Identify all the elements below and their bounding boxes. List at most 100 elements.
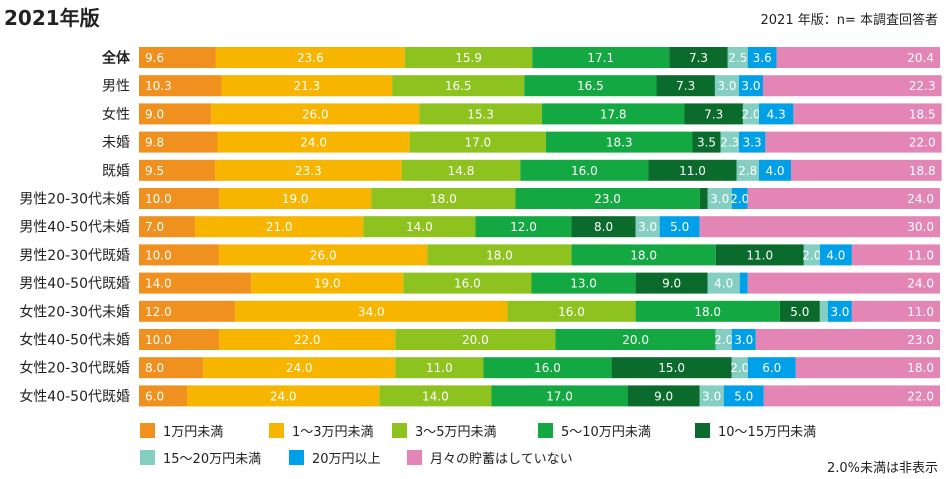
value-label: 21.3 xyxy=(293,79,320,93)
value-label: 23.0 xyxy=(907,333,934,347)
category-label: 男性20-30代既婚 xyxy=(19,248,130,264)
bar-segment xyxy=(762,75,942,97)
bar-segment xyxy=(409,131,546,153)
value-label: 18.5 xyxy=(909,107,936,121)
legend-item: 20万円以上 xyxy=(289,448,381,467)
bar-segment xyxy=(555,329,716,350)
value-label: 14.8 xyxy=(448,164,475,178)
bar-segment xyxy=(684,103,743,125)
legend-item: 1万円未満 xyxy=(140,421,223,440)
legend-item: 15〜20万円未満 xyxy=(140,448,261,467)
bar-segment xyxy=(545,131,693,153)
bar-segment xyxy=(635,272,708,294)
bar-segment xyxy=(215,47,405,68)
value-label: 11.0 xyxy=(679,164,706,178)
value-label: 4.0 xyxy=(765,164,784,178)
bar-segment xyxy=(699,216,940,238)
bar-segment xyxy=(541,103,685,125)
value-label: 16.0 xyxy=(558,305,585,319)
value-label: 15.0 xyxy=(658,361,685,375)
bar-segment xyxy=(520,159,649,181)
bar-segment xyxy=(395,357,484,379)
value-label: 22.3 xyxy=(909,79,936,93)
legend-item: 5〜10万円未満 xyxy=(538,421,651,440)
footnote: 2.0%未満は非表示 xyxy=(826,461,938,476)
value-label: 6.0 xyxy=(762,361,781,375)
value-label: 17.0 xyxy=(464,136,491,150)
value-label: 13.0 xyxy=(570,277,597,291)
value-label: 2.0 xyxy=(730,361,749,375)
legend-label: 20万円以上 xyxy=(312,452,381,467)
bar-segment xyxy=(571,244,716,266)
bar-segment xyxy=(139,75,222,97)
value-label: 24.0 xyxy=(907,277,934,291)
category-label: 男性40-50代既婚 xyxy=(19,276,130,292)
legend-label: 月々の貯蓄はしていない xyxy=(430,452,573,467)
value-label: 17.0 xyxy=(546,389,573,403)
bar-segment xyxy=(827,300,852,322)
bar-segment xyxy=(139,244,220,266)
bar-segment xyxy=(776,47,940,68)
value-label: 16.0 xyxy=(534,361,561,375)
value-label: 15.3 xyxy=(467,107,494,121)
value-label: 4.3 xyxy=(767,107,786,121)
legend-swatch xyxy=(140,423,155,438)
value-label: 34.0 xyxy=(358,305,385,319)
value-label: 3.0 xyxy=(702,389,721,403)
bar-segment xyxy=(715,244,804,266)
category-label: 女性20-30代未婚 xyxy=(19,303,130,320)
bar-segment xyxy=(363,216,476,238)
bar-segment xyxy=(742,103,759,125)
value-label: 10.0 xyxy=(145,192,172,206)
category-label: 女性40-50代既婚 xyxy=(19,388,130,405)
bar-segment xyxy=(475,216,572,238)
sample-note: 2021 年版：n= 本調査回答者 xyxy=(760,13,938,28)
legend-label: 1〜3万円未満 xyxy=(292,425,374,440)
bar-segment xyxy=(656,75,715,97)
value-label: 3.0 xyxy=(830,305,849,319)
bar-segment xyxy=(819,300,828,322)
bar-segment xyxy=(727,47,748,68)
value-label: 7.3 xyxy=(704,107,723,121)
value-label: 9.0 xyxy=(654,389,673,403)
legend-swatch xyxy=(407,450,422,465)
value-label: 2.8 xyxy=(738,164,757,178)
bar-segment xyxy=(139,385,188,407)
bar-segment xyxy=(707,272,740,294)
bar-segment xyxy=(851,244,940,266)
bar-segment xyxy=(392,75,525,97)
bar-segment xyxy=(139,300,236,322)
value-label: 10.0 xyxy=(145,248,172,262)
value-label: 23.0 xyxy=(594,192,621,206)
bar-segment xyxy=(731,357,748,379)
bar-segment xyxy=(235,300,508,322)
value-label: 3.0 xyxy=(717,79,736,93)
value-label: 11.0 xyxy=(907,248,934,262)
bar-segment xyxy=(669,47,728,68)
value-label: 9.8 xyxy=(145,136,164,150)
category-label: 全体 xyxy=(101,50,131,67)
value-label: 18.0 xyxy=(694,305,721,319)
bar-segment xyxy=(221,75,393,97)
category-label: 女性 xyxy=(102,106,130,123)
bar-segment xyxy=(763,385,940,407)
value-label: 11.0 xyxy=(907,305,934,319)
bar-segment xyxy=(195,216,364,238)
bar-segment xyxy=(779,300,820,322)
bar-segment xyxy=(404,47,533,68)
value-label: 17.8 xyxy=(600,107,627,121)
value-label: 10.3 xyxy=(145,79,172,93)
bar-segment xyxy=(139,216,196,238)
bar-segment xyxy=(217,131,410,153)
bar-segment xyxy=(659,216,700,238)
bar-segment xyxy=(699,385,724,407)
bar-segment xyxy=(139,329,220,350)
value-label: 24.0 xyxy=(270,389,297,403)
bar-segment xyxy=(483,357,612,379)
bar-segment xyxy=(723,385,764,407)
value-label: 16.5 xyxy=(577,79,604,93)
value-label: 2.0 xyxy=(714,333,733,347)
value-label: 19.0 xyxy=(282,192,309,206)
value-label: 3.6 xyxy=(753,51,772,65)
